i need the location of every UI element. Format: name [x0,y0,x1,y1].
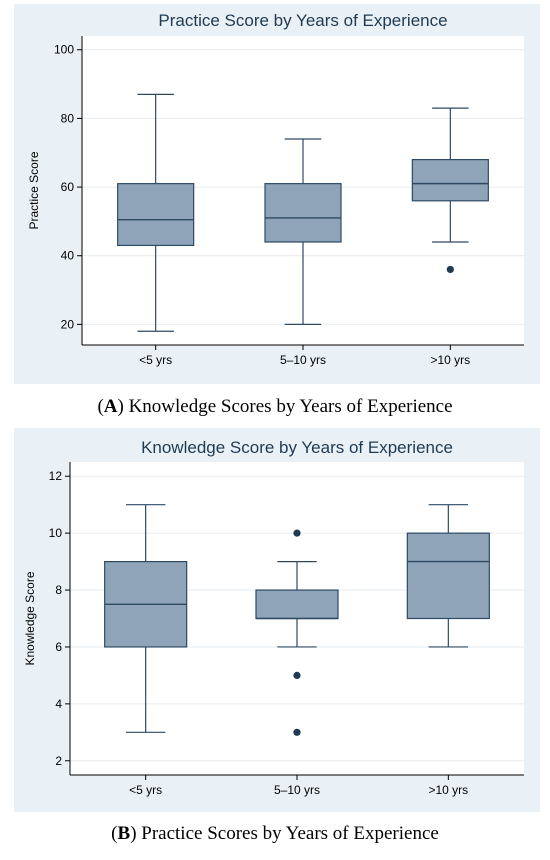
y-tick-label: 80 [61,111,75,125]
outlier-point [446,265,454,274]
x-tick-label: <5 yrs [139,353,172,367]
y-tick-label: 8 [55,583,62,597]
outlier-point [293,728,301,736]
caption-b-text: Practice Scores by Years of Experience [141,823,439,844]
caption-a-text: Knowledge Scores by Years of Experience [128,396,453,417]
chart-title: Practice Score by Years of Experience [158,11,447,30]
y-tick-label: 10 [49,526,63,540]
practice-score-chart: Practice Score by Years of Experience 20 4… [27,11,524,367]
box-iqr [255,589,339,620]
caption-a: (A) Knowledge Scores by Years of Experie… [97,396,453,417]
x-tick-label: >10 yrs [430,353,470,367]
box-iqr [117,183,195,247]
chart-title: Knowledge Score by Years of Experience [141,438,453,457]
box-iqr [264,183,342,243]
outlier-point [293,529,301,537]
chart-panel-knowledge: Knowledge Score by Years of Experience 2 4… [14,428,540,812]
outlier-point [293,671,301,680]
y-tick-label: 60 [61,180,75,194]
caption-a-letter: A [103,396,118,417]
y-tick-label: 20 [61,317,75,331]
x-tick-label: <5 yrs [129,783,162,797]
x-tick-label: 5–10 yrs [280,353,326,367]
y-tick-label: 4 [55,697,62,711]
chart-panel-practice: Practice Score by Years of Experience 20 4… [14,4,540,384]
y-tick-label: 100 [54,43,74,57]
caption-b: (B) Practice Scores by Years of Experien… [111,823,439,844]
y-axis-label: Knowledge Score [23,571,37,665]
y-tick-label: 6 [55,640,62,654]
x-tick-label: 5–10 yrs [274,783,320,797]
y-tick-label: 2 [55,754,62,768]
y-tick-label: 12 [49,469,63,483]
caption-b-letter: B [117,823,131,844]
y-tick-label: 40 [61,249,75,263]
y-axis-label: Practice Score [27,151,41,229]
knowledge-score-chart: Knowledge Score by Years of Experience 2 4… [23,438,524,797]
box-iqr [406,532,490,620]
box-iqr [411,159,489,202]
x-tick-label: >10 yrs [428,783,468,797]
